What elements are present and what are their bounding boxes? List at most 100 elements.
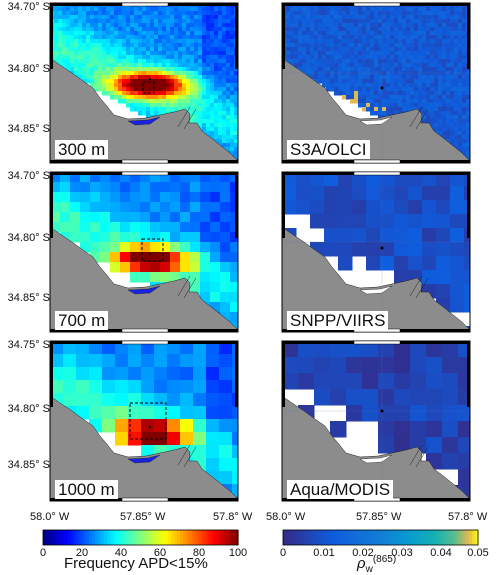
heatmap-cell <box>170 55 175 60</box>
heatmap-cell <box>354 35 359 40</box>
heatmap-cell <box>450 186 465 201</box>
heatmap-cell <box>194 87 199 92</box>
heatmap-cell <box>234 155 238 160</box>
heatmap-cell <box>446 67 451 72</box>
heatmap-cell <box>366 99 371 104</box>
heatmap-cell <box>130 71 135 76</box>
heatmap-cell <box>154 354 168 368</box>
heatmap-cell <box>430 27 435 32</box>
heatmap-cell <box>322 35 327 40</box>
heatmap-cell <box>410 39 415 44</box>
heatmap-cell <box>406 43 411 48</box>
heatmap-cell <box>63 393 77 407</box>
heatmap-cell <box>378 67 383 72</box>
heatmap-cell <box>318 15 323 20</box>
heatmap-cell <box>382 51 387 56</box>
colorbar-segment <box>453 530 458 545</box>
heatmap-cell <box>190 262 201 273</box>
heatmap-cell <box>458 55 463 60</box>
heatmap-cell <box>382 75 387 80</box>
heatmap-cell <box>218 11 223 16</box>
heatmap-cell <box>378 55 383 60</box>
heatmap-cell <box>150 31 155 36</box>
heatmap-cell <box>342 55 347 60</box>
heatmap-cell <box>458 453 470 470</box>
heatmap-cell <box>386 47 391 52</box>
heatmap-cell <box>318 59 323 64</box>
heatmap-cell <box>466 127 470 132</box>
heatmap-cell <box>134 95 139 100</box>
heatmap-cell <box>218 19 223 24</box>
heatmap-cell <box>150 19 155 24</box>
heatmap-cell <box>408 256 423 271</box>
heatmap-cell <box>358 39 363 44</box>
heatmap-cell <box>210 27 215 32</box>
heatmap-cell <box>362 63 367 68</box>
heatmap-cell <box>310 75 315 80</box>
heatmap-cell <box>310 186 325 201</box>
heatmap-cell <box>230 11 235 16</box>
heatmap-cell <box>402 103 407 108</box>
heatmap-cell <box>462 51 467 56</box>
heatmap-cell <box>182 23 187 28</box>
heatmap-cell <box>430 123 435 128</box>
heatmap-cell <box>314 47 319 52</box>
heatmap-cell <box>434 39 439 44</box>
heatmap-cell <box>118 55 123 60</box>
heatmap-cell <box>194 39 199 44</box>
heatmap-cell <box>446 19 451 24</box>
heatmap-cell <box>330 67 335 72</box>
heatmap-cell <box>70 27 75 32</box>
heatmap-cell <box>142 111 147 116</box>
heatmap-cell <box>386 83 391 88</box>
heatmap-cell <box>118 83 123 88</box>
frame-bar <box>282 3 285 69</box>
heatmap-cell <box>178 31 183 36</box>
heatmap-cell <box>162 91 167 96</box>
heatmap-cell <box>310 63 315 68</box>
heatmap-cell <box>426 67 431 72</box>
heatmap-cell <box>134 103 139 108</box>
heatmap-cell <box>66 55 71 60</box>
heatmap-cell <box>170 43 175 48</box>
heatmap-cell <box>78 11 83 16</box>
heatmap-cell <box>306 55 311 60</box>
heatmap-cell <box>58 23 63 28</box>
heatmap-cell <box>210 111 215 116</box>
heatmap-cell <box>214 39 219 44</box>
heatmap-cell <box>94 87 99 92</box>
heatmap-cell <box>98 59 103 64</box>
heatmap-cell <box>442 389 459 406</box>
heatmap-cell <box>222 83 227 88</box>
heatmap-cell <box>446 39 451 44</box>
heatmap-cell <box>442 7 447 12</box>
heatmap-cell <box>314 35 319 40</box>
heatmap-cell <box>226 51 231 56</box>
heatmap-cell <box>214 27 219 32</box>
heatmap-cell <box>210 55 215 60</box>
heatmap-cell <box>158 83 163 88</box>
heatmap-cell <box>76 367 90 381</box>
heatmap-cell <box>426 47 431 52</box>
heatmap-cell <box>166 15 171 20</box>
colorbar-frame <box>42 529 239 546</box>
heatmap-cell <box>230 79 235 84</box>
colorbar-segment <box>198 530 203 545</box>
heatmap-cell <box>450 67 455 72</box>
heatmap-cell <box>358 19 363 24</box>
heatmap-cell <box>146 43 151 48</box>
heatmap-cell <box>110 212 121 223</box>
heatmap-cell <box>86 35 91 40</box>
colorbar-segment <box>283 530 287 545</box>
heatmap-cell <box>394 87 399 92</box>
heatmap-cell <box>154 95 159 100</box>
heatmap-cell <box>446 75 451 80</box>
heatmap-cell <box>386 55 391 60</box>
heatmap-cell <box>74 55 79 60</box>
heatmap-cell <box>434 111 439 116</box>
heatmap-cell <box>60 172 71 183</box>
heatmap-cell <box>214 123 219 128</box>
heatmap-cell <box>198 15 203 20</box>
heatmap-cell <box>115 406 129 420</box>
heatmap-cell <box>222 131 227 136</box>
